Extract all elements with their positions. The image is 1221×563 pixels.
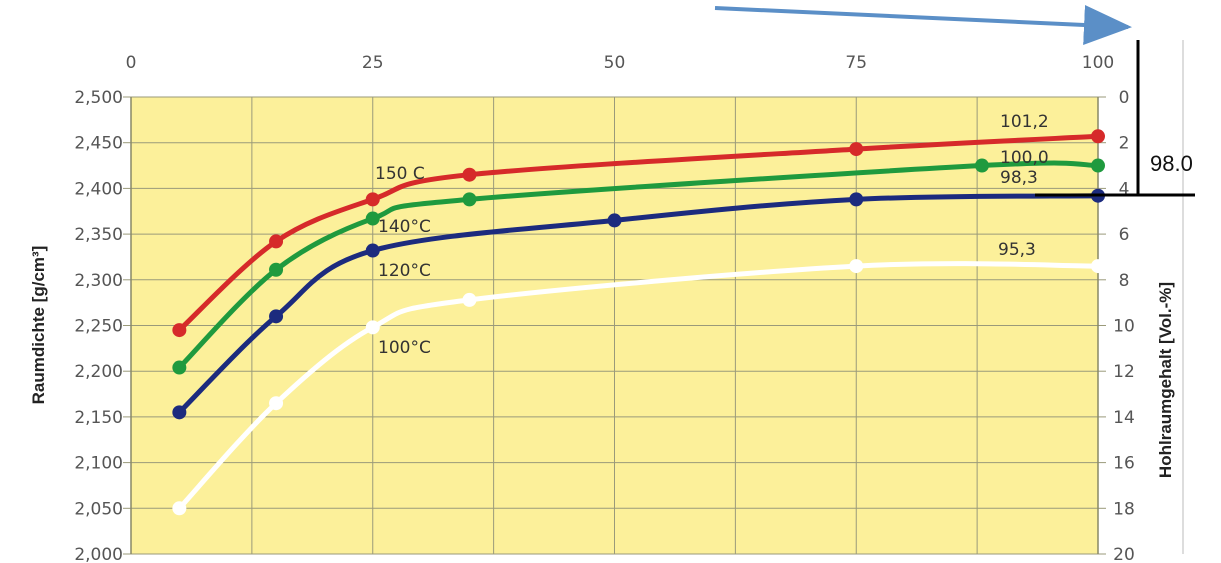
data-point-140c bbox=[462, 192, 477, 207]
y2-tick-label: 12 bbox=[1113, 362, 1135, 382]
tick-labels: 2,000 2,050 2,100 2,150 2,200 2,250 2,300 2,350… bbox=[74, 53, 1134, 563]
y2-tick-label: 2 bbox=[1119, 134, 1130, 154]
y-tick-label: 2,150 bbox=[74, 408, 123, 428]
data-point-140c bbox=[269, 262, 284, 277]
series-name-label: 120°C bbox=[378, 261, 431, 281]
data-point-100c bbox=[172, 501, 187, 516]
x-tick-label: 75 bbox=[845, 53, 867, 73]
y-tick-label: 2,400 bbox=[74, 179, 123, 199]
y-tick-label: 2,100 bbox=[74, 454, 123, 474]
y2-tick-label: 0 bbox=[1119, 88, 1130, 108]
series-group bbox=[172, 129, 1105, 516]
data-point-140c bbox=[365, 211, 380, 226]
data-point-120c bbox=[172, 405, 187, 420]
marker-annotation: 98.0 bbox=[1150, 151, 1193, 176]
y2-axis-title: Hohlraumgehalt [Vol.-%] bbox=[1156, 282, 1175, 478]
y-tick-label: 2,350 bbox=[74, 225, 123, 245]
data-point-100c bbox=[1091, 259, 1105, 274]
data-point-140c bbox=[1091, 158, 1105, 173]
data-point-120c bbox=[269, 309, 284, 324]
series-name-label: 140°C bbox=[378, 217, 431, 237]
series-name-label: 100°C bbox=[378, 338, 431, 358]
y-tick-label: 2,250 bbox=[74, 317, 123, 337]
data-point-100c bbox=[462, 292, 477, 307]
x-tick-label: 25 bbox=[362, 53, 384, 73]
data-point-150c bbox=[462, 167, 477, 182]
x-tick-label: 100 bbox=[1082, 53, 1114, 73]
data-point-100c bbox=[269, 396, 284, 411]
series-name-label: 150 C bbox=[375, 164, 425, 184]
data-point-150c bbox=[269, 234, 284, 249]
pointer-arrow bbox=[714, 4, 1132, 45]
series-end-value: 95,3 bbox=[998, 240, 1036, 260]
y2-tick-label: 10 bbox=[1113, 317, 1135, 337]
series-end-value: 101,2 bbox=[1000, 112, 1049, 132]
data-point-150c bbox=[1091, 129, 1105, 144]
y2-tick-label: 6 bbox=[1119, 225, 1130, 245]
series-end-value: 98,3 bbox=[1000, 168, 1038, 188]
y2-tick-label: 18 bbox=[1113, 499, 1135, 519]
x-tick-label: 50 bbox=[604, 53, 626, 73]
data-point-150c bbox=[172, 323, 187, 338]
y2-tick-label: 20 bbox=[1113, 545, 1135, 563]
data-point-120c bbox=[607, 213, 622, 228]
y-tick-label: 2,500 bbox=[74, 88, 123, 108]
data-point-100c bbox=[365, 320, 380, 335]
y-tick-label: 2,450 bbox=[74, 134, 123, 154]
y-tick-label: 2,000 bbox=[74, 545, 123, 563]
x-tick-label: 0 bbox=[126, 53, 137, 73]
data-point-150c bbox=[365, 192, 380, 207]
y-axis-title: Raumdichte [g/cm³] bbox=[29, 246, 48, 405]
data-point-140c bbox=[974, 158, 989, 173]
data-point-140c bbox=[172, 360, 187, 375]
data-point-100c bbox=[849, 259, 864, 274]
data-point-120c bbox=[849, 192, 864, 207]
y-tick-label: 2,050 bbox=[74, 499, 123, 519]
y2-tick-label: 8 bbox=[1119, 271, 1130, 291]
data-point-120c bbox=[365, 243, 380, 258]
series-end-value: 100,0 bbox=[1000, 148, 1049, 168]
y2-tick-label: 16 bbox=[1113, 454, 1135, 474]
y2-tick-label: 14 bbox=[1113, 408, 1135, 428]
data-point-150c bbox=[849, 142, 864, 157]
y-tick-label: 2,300 bbox=[74, 271, 123, 291]
y-tick-label: 2,200 bbox=[74, 362, 123, 382]
series-labels: 150 C 101,2 140°C 100,0 120°C 98,3 100°C 95,3 bbox=[375, 112, 1049, 358]
y2-tick-label: 4 bbox=[1119, 179, 1130, 199]
